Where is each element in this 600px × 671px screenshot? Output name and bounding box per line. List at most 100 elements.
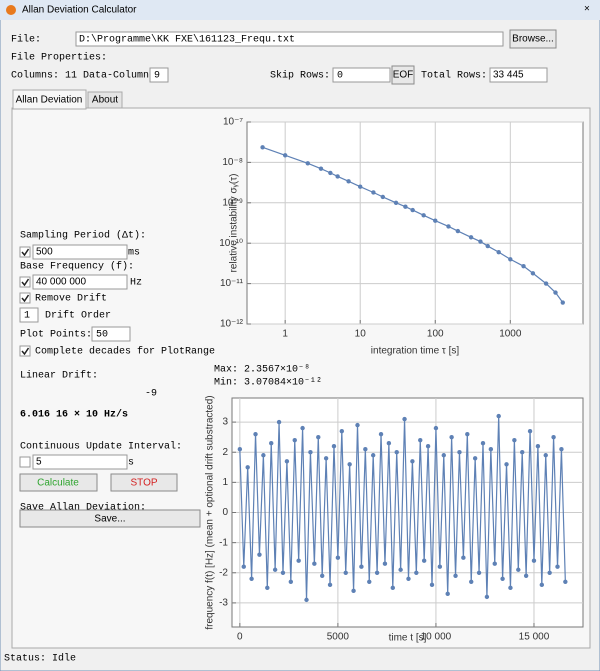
data-point xyxy=(480,440,486,446)
data-point xyxy=(378,431,384,437)
data-point xyxy=(347,462,352,467)
tab[interactable] xyxy=(12,89,87,110)
x-axis-label: integration time τ [s] xyxy=(371,346,460,357)
data-point xyxy=(367,579,372,585)
data-point xyxy=(421,558,427,563)
data-point xyxy=(555,564,560,569)
data-point xyxy=(543,281,549,286)
data-point xyxy=(318,166,324,171)
check-mark xyxy=(21,347,30,356)
data-point xyxy=(403,204,408,209)
data-point xyxy=(530,271,536,276)
button[interactable] xyxy=(19,509,201,528)
data-point xyxy=(386,440,392,446)
data-point xyxy=(328,170,333,176)
data-point xyxy=(394,450,399,455)
data-point xyxy=(425,444,431,449)
data-point xyxy=(433,425,439,431)
data-point xyxy=(339,428,345,434)
plot-area xyxy=(246,121,584,325)
data-point xyxy=(508,585,513,591)
data-point xyxy=(257,552,262,557)
data-point xyxy=(520,450,525,455)
checkbox[interactable] xyxy=(19,456,31,468)
button-label: Save... xyxy=(94,514,125,525)
data-point xyxy=(272,567,278,572)
unit: s xyxy=(128,458,134,469)
window-title: Allan Deviation Calculator xyxy=(22,5,137,16)
y-tick-label: 3 xyxy=(222,417,228,428)
data-point xyxy=(358,184,363,189)
data-point xyxy=(468,235,474,240)
app-icon xyxy=(6,5,16,15)
button-label: Calculate xyxy=(37,478,79,489)
data-point xyxy=(380,194,386,200)
data-point xyxy=(445,591,450,597)
label: Complete decades for PlotRange xyxy=(35,346,215,358)
button-label: EOF xyxy=(393,70,414,81)
data-point xyxy=(359,564,364,569)
close-button[interactable]: × xyxy=(584,4,590,15)
data-point xyxy=(523,573,529,578)
data-point xyxy=(398,567,403,572)
label: Linear Drift: xyxy=(20,370,98,382)
data-point xyxy=(351,588,356,594)
data-point xyxy=(284,459,290,464)
data-point xyxy=(560,300,565,305)
input-text: 0 xyxy=(337,71,343,82)
input xyxy=(332,67,391,83)
data-point xyxy=(335,555,341,560)
check-mark xyxy=(21,248,30,257)
button[interactable] xyxy=(509,29,557,49)
label: Remove Drift xyxy=(35,293,107,305)
data-point xyxy=(406,576,411,581)
data-point xyxy=(296,558,301,563)
data-point xyxy=(429,582,435,588)
data-point xyxy=(547,570,552,575)
data-point xyxy=(316,434,321,440)
input-text: 40 000 000 xyxy=(36,277,86,288)
button[interactable] xyxy=(110,473,178,492)
data-point xyxy=(484,594,490,600)
checkbox[interactable] xyxy=(19,246,31,258)
checkbox[interactable] xyxy=(19,292,31,304)
data-point xyxy=(308,450,313,455)
label: Skip Rows: xyxy=(270,70,330,82)
data-point xyxy=(446,224,451,229)
data-point xyxy=(414,570,419,575)
data-point xyxy=(500,576,505,581)
data-point xyxy=(280,570,286,575)
data-point xyxy=(363,447,368,452)
data-point xyxy=(512,437,517,443)
button[interactable] xyxy=(391,65,415,85)
min-label: Min: 3.07084×10⁻¹² xyxy=(214,377,322,389)
input-text: 9 xyxy=(154,71,160,82)
data-point xyxy=(496,413,501,419)
data-point xyxy=(449,434,454,440)
y-tick-label: -3 xyxy=(219,598,228,609)
data-point xyxy=(276,419,282,425)
tab[interactable] xyxy=(87,91,123,109)
input xyxy=(91,326,131,342)
data-point xyxy=(433,218,438,223)
data-point xyxy=(453,573,458,578)
data-point xyxy=(535,444,541,449)
tab-label: About xyxy=(92,95,118,106)
data-point xyxy=(241,564,246,569)
data-point xyxy=(455,228,461,234)
status-bar: Status: Idle xyxy=(4,653,76,665)
y-tick-label: 10⁻¹² xyxy=(220,319,244,330)
data-point xyxy=(346,179,351,184)
x-tick-label: 10 xyxy=(355,329,367,340)
data-point xyxy=(551,434,556,440)
input-text: D:\Programme\KK FXE\161123_Frequ.txt xyxy=(79,34,295,46)
data-point xyxy=(508,257,513,262)
data-point xyxy=(370,453,376,458)
check-mark xyxy=(21,278,30,287)
button[interactable] xyxy=(19,473,98,492)
checkbox[interactable] xyxy=(19,276,31,288)
button-label: Browse... xyxy=(512,34,554,45)
input xyxy=(32,244,128,260)
input xyxy=(32,274,128,290)
checkbox[interactable] xyxy=(19,345,31,357)
